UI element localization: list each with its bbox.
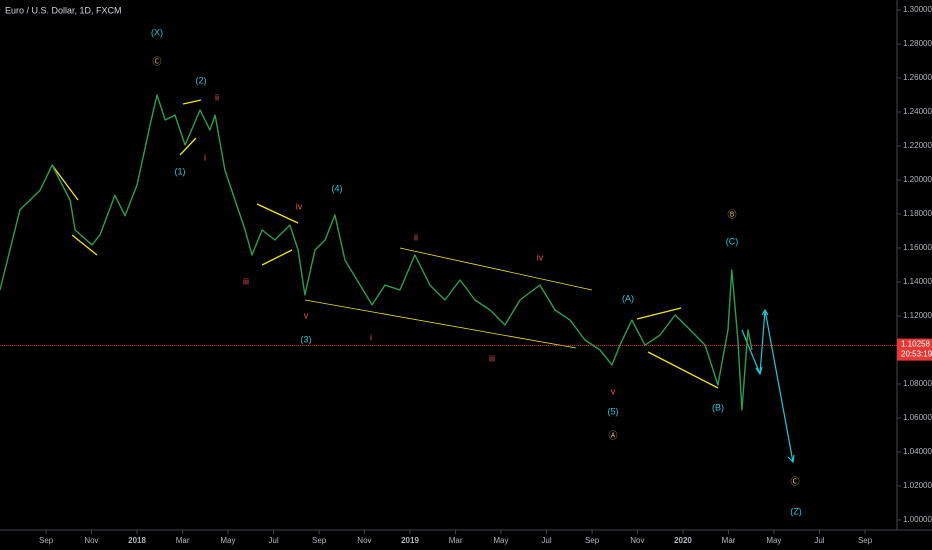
y-tick-label: 1.22000 <box>903 141 932 150</box>
x-tick-label: Jul <box>814 536 824 545</box>
x-tick-label: Nov <box>630 536 644 545</box>
arrow-head <box>761 308 769 316</box>
y-tick-label: 1.30000 <box>903 5 932 14</box>
wave-label: Ⓑ <box>727 209 736 219</box>
price-line <box>0 94 753 411</box>
x-tick-label: Mar <box>176 536 190 545</box>
projection-path <box>741 309 794 463</box>
y-tick-label: 1.06000 <box>903 413 932 422</box>
x-tick-label: Sep <box>312 536 327 545</box>
wave-label: Ⓐ <box>608 430 617 440</box>
wave-label: (A) <box>622 293 634 303</box>
arrow-head <box>787 454 795 464</box>
wave-label: (3) <box>301 334 312 344</box>
x-tick-label: Jul <box>541 536 551 545</box>
wave-label: (2) <box>196 75 207 85</box>
wave-label: Ⓒ <box>790 476 799 486</box>
wave-label: (X) <box>151 27 163 37</box>
x-tick-label: Mar <box>449 536 463 545</box>
wave-label: iii <box>243 276 249 286</box>
wave-label: ii <box>215 92 219 102</box>
wave-label: i <box>370 332 372 342</box>
y-tick-label: 1.16000 <box>903 243 932 252</box>
x-tick-label: Sep <box>858 536 873 545</box>
x-tick-label: Sep <box>39 536 54 545</box>
y-tick-label: 1.18000 <box>903 209 932 218</box>
y-tick-label: 1.04000 <box>903 447 932 456</box>
y-tick-label: 1.12000 <box>903 311 932 320</box>
trend-line <box>647 351 719 389</box>
projection <box>741 308 795 464</box>
y-tick-label: 1.14000 <box>903 277 932 286</box>
y-tick-label: 1.28000 <box>903 39 932 48</box>
x-tick-label: Jul <box>268 536 278 545</box>
y-tick-label: 1.08000 <box>903 379 932 388</box>
trend-line <box>636 307 682 320</box>
annotations: (X)Ⓒ(2)iii(1)iv(4)iiiv(3)iiiviiii(A)v(5)… <box>151 27 802 516</box>
trend-line <box>51 164 79 201</box>
wave-label: (5) <box>608 406 619 416</box>
wave-label: iv <box>537 252 544 262</box>
chart-title: Euro / U.S. Dollar, 1D, FXCM <box>5 5 122 15</box>
countdown-label: 20:53:19 <box>901 350 932 359</box>
y-tick-label: 1.02000 <box>903 481 932 490</box>
trend-line <box>256 203 299 224</box>
wave-label: (1) <box>175 166 186 176</box>
arrow-head <box>755 366 763 376</box>
y-tick-label: 1.00000 <box>903 515 932 524</box>
wave-label: v <box>611 386 616 396</box>
trend-lines <box>51 99 719 389</box>
wave-label: i <box>204 152 206 162</box>
x-tick-label: May <box>493 536 508 545</box>
y-tick-label: 1.26000 <box>903 73 932 82</box>
trend-line <box>261 249 293 266</box>
x-tick-label: 2020 <box>674 536 692 545</box>
wave-label: (Z) <box>790 506 802 516</box>
y-tick-label: 1.24000 <box>903 107 932 116</box>
trend-line <box>182 99 202 105</box>
trend-line <box>179 137 197 156</box>
wave-label: ii <box>414 232 418 242</box>
x-tick-label: May <box>220 536 235 545</box>
wave-label: (C) <box>726 236 739 246</box>
x-tick-label: Nov <box>84 536 98 545</box>
wave-label: iii <box>489 353 495 363</box>
trend-line <box>71 234 98 256</box>
x-tick-label: Nov <box>357 536 371 545</box>
wave-label: v <box>304 310 309 320</box>
x-tick-label: Mar <box>722 536 736 545</box>
last-price-box <box>897 338 932 361</box>
x-tick-label: May <box>766 536 781 545</box>
y-tick-label: 1.20000 <box>903 175 932 184</box>
trend-line <box>399 247 593 291</box>
wave-label: (4) <box>332 183 343 193</box>
trend-line <box>304 299 577 349</box>
x-tick-label: 2018 <box>128 536 146 545</box>
wave-label: Ⓒ <box>152 56 161 66</box>
wave-label: iv <box>296 201 303 211</box>
x-tick-label: 2019 <box>401 536 419 545</box>
last-price-label: 1.10258 <box>901 340 930 349</box>
wave-label: (B) <box>712 402 724 412</box>
x-tick-label: Sep <box>585 536 600 545</box>
